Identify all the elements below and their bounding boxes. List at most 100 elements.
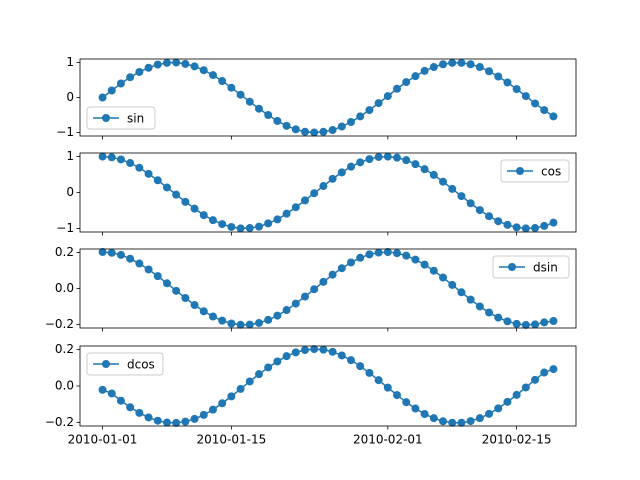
- marker: [337, 351, 346, 360]
- x-tick-label: 2010-01-01: [68, 433, 138, 447]
- marker: [393, 153, 402, 162]
- marker: [393, 391, 402, 400]
- marker: [466, 60, 475, 69]
- marker: [374, 248, 383, 257]
- y-tick-label: 0.2: [55, 342, 74, 356]
- marker: [475, 63, 484, 72]
- marker: [383, 248, 392, 257]
- axes-frame: [79, 345, 577, 427]
- marker: [190, 301, 199, 310]
- marker: [172, 286, 181, 295]
- marker: [218, 220, 227, 229]
- marker: [291, 125, 300, 134]
- marker: [512, 223, 521, 232]
- marker: [494, 313, 503, 322]
- marker: [310, 285, 319, 294]
- axes: −1 0 1 cos: [56, 149, 577, 236]
- marker: [402, 398, 411, 407]
- legend-marker: [102, 114, 110, 122]
- axes: −0.2 0.0 0.2 dsin: [45, 245, 577, 332]
- marker: [512, 319, 521, 328]
- y-tick-label: 0.0: [55, 281, 74, 295]
- legend-box: [86, 106, 156, 130]
- marker: [411, 160, 420, 169]
- marker: [273, 116, 282, 125]
- marker: [264, 219, 273, 228]
- marker: [190, 414, 199, 423]
- marker: [475, 302, 484, 311]
- marker: [411, 404, 420, 413]
- marker: [549, 112, 558, 121]
- marker: [356, 112, 365, 121]
- marker: [227, 319, 236, 328]
- marker: [236, 384, 245, 393]
- marker: [162, 58, 171, 67]
- marker: [347, 356, 356, 365]
- marker: [218, 77, 227, 86]
- y-tick-label: −0.2: [45, 415, 74, 429]
- marker: [98, 385, 107, 394]
- marker: [429, 414, 438, 423]
- marker: [512, 85, 521, 94]
- marker: [218, 399, 227, 408]
- marker: [153, 176, 162, 185]
- marker: [153, 272, 162, 281]
- marker: [300, 196, 309, 205]
- marker: [282, 209, 291, 218]
- marker: [383, 152, 392, 161]
- legend-marker: [516, 167, 524, 175]
- marker: [254, 222, 263, 231]
- marker: [475, 414, 484, 423]
- marker: [282, 121, 291, 130]
- legend-label: dsin: [533, 261, 558, 275]
- marker: [310, 128, 319, 137]
- x-tick-label: 2010-02-01: [353, 433, 423, 447]
- marker: [466, 295, 475, 304]
- legend-marker: [508, 263, 516, 271]
- marker: [208, 312, 217, 321]
- marker: [282, 306, 291, 315]
- marker: [98, 93, 107, 102]
- marker: [411, 72, 420, 81]
- marker: [126, 73, 135, 82]
- marker: [135, 408, 144, 417]
- marker: [503, 397, 512, 406]
- marker: [521, 383, 530, 392]
- marker: [531, 99, 540, 108]
- marker: [264, 315, 273, 324]
- marker: [466, 417, 475, 426]
- marker: [448, 280, 457, 289]
- marker: [521, 320, 530, 329]
- marker: [429, 63, 438, 72]
- marker: [98, 152, 107, 161]
- marker: [448, 418, 457, 427]
- legend-marker: [102, 360, 110, 368]
- marker: [116, 396, 125, 405]
- axes-frame: [79, 152, 577, 233]
- marker: [475, 206, 484, 215]
- marker: [162, 183, 171, 192]
- marker: [273, 311, 282, 320]
- marker: [291, 203, 300, 212]
- marker: [429, 170, 438, 179]
- marker: [190, 62, 199, 71]
- y-tick-label: 0: [66, 185, 74, 199]
- marker: [126, 254, 135, 263]
- marker: [531, 320, 540, 329]
- marker: [254, 370, 263, 379]
- marker: [549, 316, 558, 325]
- marker: [172, 418, 181, 427]
- marker: [383, 92, 392, 101]
- marker: [374, 152, 383, 161]
- marker: [107, 389, 116, 398]
- axes-frame: [79, 58, 577, 137]
- marker: [282, 352, 291, 361]
- x-tick-label: 2010-02-15: [482, 433, 552, 447]
- marker: [411, 255, 420, 264]
- marker: [162, 279, 171, 288]
- marker: [356, 362, 365, 371]
- marker: [393, 249, 402, 258]
- marker: [172, 58, 181, 67]
- marker: [328, 270, 337, 279]
- marker: [365, 155, 374, 164]
